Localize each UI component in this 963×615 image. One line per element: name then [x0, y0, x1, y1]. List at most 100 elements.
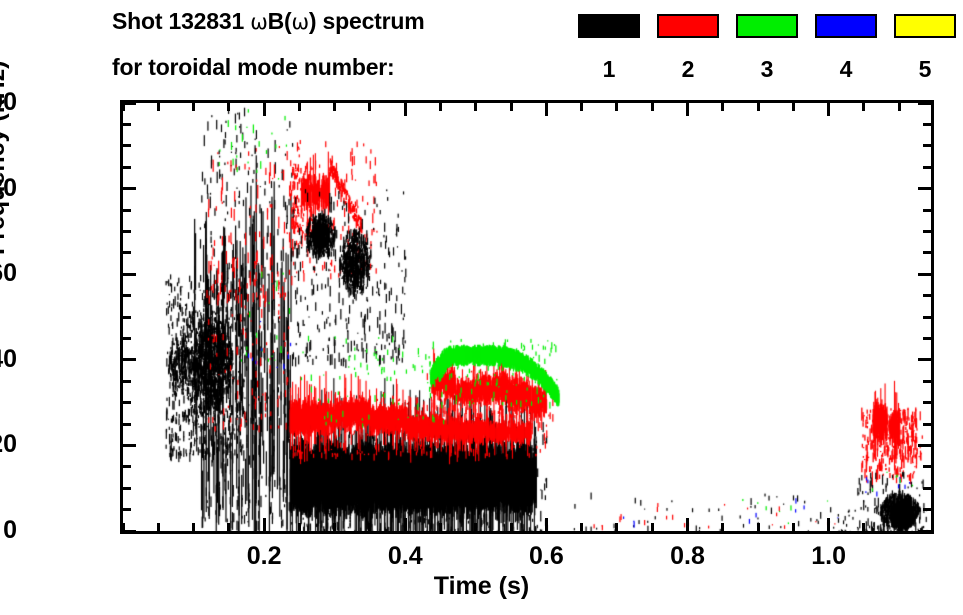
x-tick-0.40: [403, 518, 407, 531]
x-tick-top-0.45: [439, 103, 443, 111]
legend-label-1: 1: [602, 56, 616, 82]
legend-label-2: 2: [681, 56, 695, 82]
x-tick-top-0.05: [156, 103, 160, 111]
legend-swatch-4: [815, 14, 877, 38]
y-tick-85: [123, 165, 131, 169]
y-tick-right-40: [918, 358, 931, 362]
y-tick-80: [123, 187, 136, 191]
x-tick-top-0.35: [368, 103, 372, 111]
x-tick-top-0.25: [297, 103, 301, 111]
y-tick-55: [123, 294, 131, 298]
legend-swatch-1: [578, 14, 640, 38]
title-text-mid: B(: [267, 8, 292, 34]
x-tick-0.45: [439, 523, 443, 531]
x-tick-0.65: [580, 523, 584, 531]
legend-swatch-2: [657, 14, 719, 38]
x-tick-0.90: [756, 523, 760, 531]
y-tick-45: [123, 336, 131, 340]
y-tick-right-80: [918, 187, 931, 191]
legend-swatch-5: [894, 14, 956, 38]
plot-area: [120, 100, 934, 534]
y-tick-right-50: [923, 315, 931, 319]
legend-label-4: 4: [839, 56, 853, 82]
legend-swatch-3: [736, 14, 798, 38]
y-tick-right-100: [918, 101, 931, 105]
y-tick-right-35: [923, 379, 931, 383]
x-tick-0.35: [368, 523, 372, 531]
y-tick-right-10: [923, 486, 931, 490]
y-tick-right-75: [923, 208, 931, 212]
y-tick-label-0: 0: [3, 516, 17, 544]
y-tick-100: [123, 101, 136, 105]
y-tick-65: [123, 251, 131, 255]
x-tick-0.80: [686, 518, 690, 531]
y-tick-20: [123, 443, 136, 447]
x-tick-0.75: [650, 523, 654, 531]
y-tick-0: [123, 529, 136, 533]
y-tick-35: [123, 379, 131, 383]
x-tick-0.55: [509, 523, 513, 531]
x-tick-0.95: [791, 523, 795, 531]
y-tick-60: [123, 272, 136, 276]
y-tick-right-15: [923, 465, 931, 469]
x-tick-top-0.85: [721, 103, 725, 111]
x-tick-top-0.70: [615, 103, 619, 111]
omega-symbol-2: ω: [291, 10, 310, 34]
y-tick-15: [123, 465, 131, 469]
omega-symbol-1: ω: [250, 10, 268, 34]
y-axis-label: Frequency (kHz): [0, 60, 10, 255]
x-tick-label-1.0: 1.0: [811, 542, 847, 570]
x-tick-0.85: [721, 523, 725, 531]
x-tick-0.10: [192, 523, 196, 531]
y-tick-30: [123, 401, 131, 405]
x-tick-label-0.2: 0.2: [246, 542, 282, 570]
figure-title-line2: for toroidal mode number:: [112, 54, 395, 80]
x-tick-1.10: [897, 523, 901, 531]
y-tick-70: [123, 229, 131, 233]
title-text-suffix: ) spectrum: [308, 8, 425, 34]
x-tick-1.05: [862, 523, 866, 531]
y-tick-right-20: [918, 443, 931, 447]
spectrogram-canvas-wrap: [123, 103, 931, 531]
x-tick-top-0.75: [650, 103, 654, 111]
y-tick-right-70: [923, 229, 931, 233]
y-tick-label-20: 20: [0, 430, 17, 459]
x-axis-label: Time (s): [433, 572, 530, 600]
figure-title-line1: Shot 132831 ωB(ω) spectrum: [112, 8, 425, 35]
y-tick-right-45: [923, 336, 931, 340]
x-tick-top-0.15: [227, 103, 231, 111]
y-tick-right-90: [923, 144, 931, 148]
y-tick-5: [123, 508, 131, 512]
x-tick-0.60: [544, 518, 548, 531]
x-tick-label-0.6: 0.6: [529, 542, 564, 570]
x-tick-label-0.4: 0.4: [387, 542, 423, 570]
y-tick-90: [123, 144, 131, 148]
y-tick-right-0: [918, 529, 931, 533]
y-tick-10: [123, 486, 131, 490]
x-tick-top-0.40: [403, 103, 407, 116]
x-tick-top-1.05: [862, 103, 866, 111]
spectrogram-image: [123, 103, 931, 531]
x-tick-0.50: [474, 523, 478, 531]
y-tick-75: [123, 208, 131, 212]
x-tick-top-0.60: [544, 103, 548, 116]
title-text-prefix: Shot 132831: [112, 8, 251, 34]
x-tick-0.00: [121, 523, 125, 531]
y-tick-right-85: [923, 165, 931, 169]
x-tick-top-0.80: [686, 103, 690, 116]
x-tick-top-0.65: [580, 103, 584, 111]
y-tick-label-40: 40: [0, 344, 17, 373]
x-tick-0.05: [156, 523, 160, 531]
legend-label-3: 3: [760, 56, 774, 82]
x-tick-top-0.20: [262, 103, 266, 116]
y-tick-95: [123, 122, 131, 126]
y-tick-right-55: [923, 294, 931, 298]
y-tick-right-95: [923, 122, 931, 126]
x-tick-top-0.95: [791, 103, 795, 111]
x-tick-1.00: [827, 518, 831, 531]
x-tick-0.20: [262, 518, 266, 531]
y-tick-right-65: [923, 251, 931, 255]
x-tick-0.15: [227, 523, 231, 531]
y-tick-right-30: [923, 401, 931, 405]
